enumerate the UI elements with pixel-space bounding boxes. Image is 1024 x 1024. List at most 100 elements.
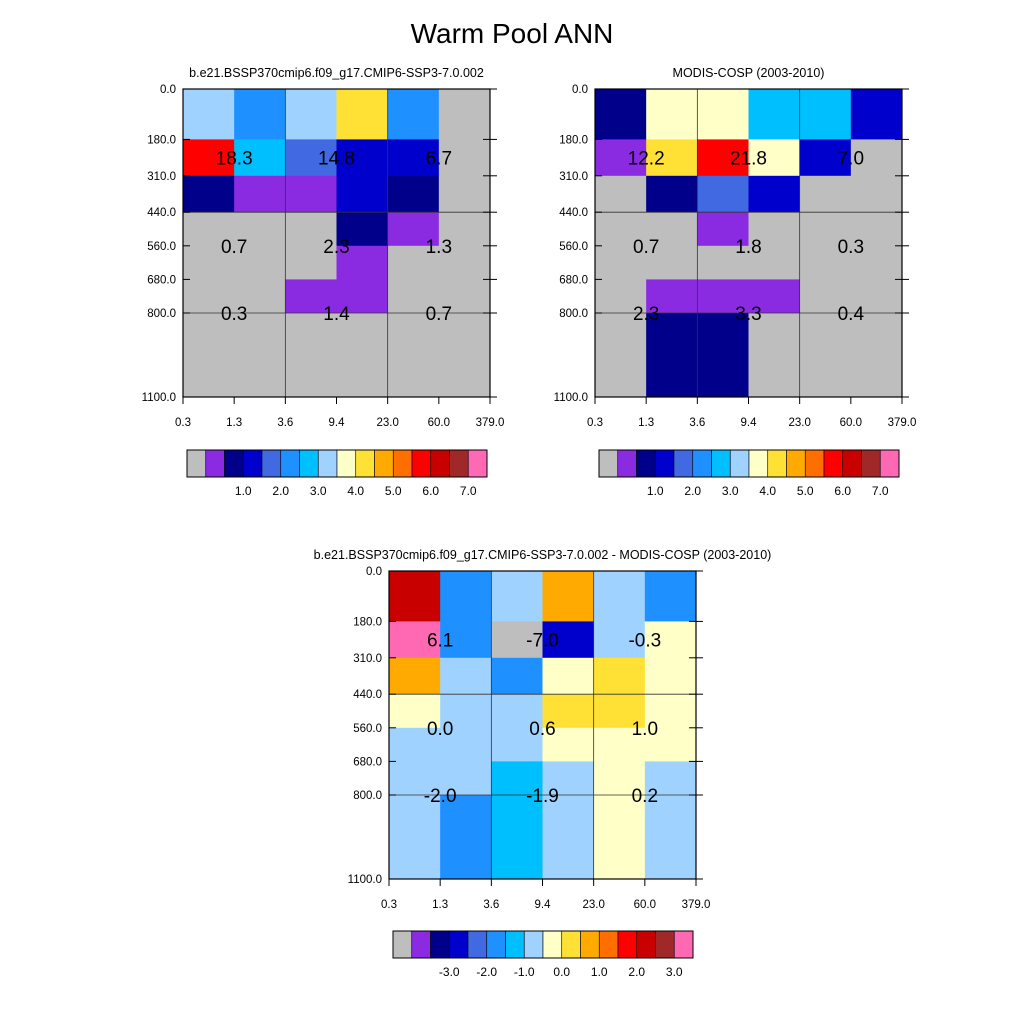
colorbar-swatch — [636, 930, 656, 959]
heatmap-cell — [595, 313, 647, 398]
colorbar-swatch — [879, 449, 900, 478]
cell-value-label: 0.4 — [838, 304, 865, 325]
colorbar-swatch — [842, 449, 862, 478]
heatmap-cell — [697, 212, 749, 247]
heatmap-cell — [491, 621, 543, 659]
heatmap-cell — [593, 621, 646, 659]
heatmap-cell — [387, 139, 440, 177]
heatmap-cell — [438, 89, 491, 140]
colorbar-swatch — [729, 449, 750, 478]
x-tick-label: 379.0 — [682, 899, 711, 911]
heatmap-cell — [438, 313, 491, 398]
colorbar-swatch — [261, 449, 282, 478]
heatmap-cell — [234, 212, 286, 247]
x-tick-label: 1.3 — [226, 417, 242, 429]
colorbar-swatch — [617, 449, 637, 478]
colorbar-swatch — [486, 930, 506, 959]
heatmap-cell — [748, 175, 801, 213]
x-tick-label: 60.0 — [840, 417, 862, 429]
heatmap-cell — [595, 212, 647, 247]
cell-value-label: 18.3 — [216, 149, 253, 170]
colorbar-label: 2.0 — [684, 484, 701, 498]
heatmap-cell — [234, 279, 286, 314]
panel-title: MODIS-COSP (2003-2010) — [673, 66, 825, 80]
x-tick-label: 0.3 — [381, 899, 397, 911]
colorbar-swatch — [598, 930, 619, 959]
heatmap-cell — [285, 279, 337, 314]
panel-title: b.e21.BSSP370cmip6.f09_g17.CMIP6-SSP3-7.… — [314, 548, 772, 562]
heatmap-cell — [336, 245, 389, 280]
cell-value-label: 14.8 — [318, 149, 355, 170]
heatmap-cell — [491, 727, 543, 762]
heatmap-cell — [234, 139, 286, 177]
cell-value-label: 0.3 — [221, 304, 247, 325]
heatmap-cell — [799, 89, 852, 140]
x-tick-label: 3.6 — [277, 417, 293, 429]
colorbar-label: 6.0 — [422, 484, 439, 498]
x-tick-label: 60.0 — [428, 417, 450, 429]
heatmap-cell — [799, 175, 852, 213]
heatmap-cell — [697, 175, 749, 213]
colorbar-swatch — [523, 930, 544, 959]
heatmap-cell — [440, 795, 492, 880]
colorbar-swatch — [411, 930, 431, 959]
heatmap-cell — [595, 175, 647, 213]
y-tick-label: 180.0 — [147, 134, 176, 146]
colorbar-swatch — [186, 449, 207, 478]
y-tick-label: 1100.0 — [348, 874, 382, 886]
heatmap-cell — [285, 139, 337, 177]
heatmap-cell — [697, 245, 749, 280]
cell-value-label: 2.3 — [633, 304, 659, 325]
heatmap-cell — [285, 89, 337, 140]
x-tick-label: 23.0 — [788, 417, 810, 429]
heatmap-cell — [644, 727, 697, 762]
heatmap-cell — [491, 571, 543, 622]
heatmap-cell — [183, 89, 235, 140]
y-tick-label: 680.0 — [559, 274, 588, 286]
heatmap-cell — [646, 313, 698, 398]
heatmap-cell — [850, 279, 903, 314]
heatmap-cell — [850, 245, 903, 280]
colorbar-swatch — [861, 449, 881, 478]
heatmap-cell — [542, 694, 595, 729]
heatmap-cell — [440, 694, 492, 729]
colorbar-label: 1.0 — [235, 484, 252, 498]
heatmap-cell — [183, 175, 235, 213]
colorbar-label: 1.0 — [591, 965, 608, 979]
cell-value-label: 7.0 — [838, 149, 864, 170]
y-tick-label: 310.0 — [353, 653, 382, 665]
heatmap-cell — [491, 761, 543, 796]
y-tick-label: 180.0 — [559, 134, 588, 146]
colorbar-swatch — [748, 449, 769, 478]
x-tick-label: 0.3 — [175, 417, 191, 429]
y-tick-label: 680.0 — [353, 756, 382, 768]
y-tick-label: 310.0 — [559, 171, 588, 183]
heatmap-cell — [593, 761, 646, 796]
y-tick-label: 440.0 — [147, 207, 176, 219]
colorbar-label: 3.0 — [666, 965, 683, 979]
cell-value-label: 21.8 — [730, 149, 767, 170]
colorbar-label: 7.0 — [460, 484, 477, 498]
x-tick-label: 9.4 — [329, 417, 346, 429]
colorbar-label: 5.0 — [797, 484, 814, 498]
colorbar-frame — [186, 449, 488, 478]
heatmap-cell — [542, 621, 595, 659]
heatmap-cell — [491, 694, 543, 729]
heatmap-cell — [644, 657, 697, 695]
colorbar-label: -3.0 — [439, 965, 460, 979]
heatmap-cell — [440, 761, 492, 796]
colorbar-swatch — [711, 449, 731, 478]
colorbar-label: 0.0 — [553, 965, 570, 979]
heatmap-cell — [593, 727, 646, 762]
colorbar-swatch — [598, 449, 619, 478]
cell-value-label: 1.0 — [632, 719, 658, 740]
heatmap-cell — [389, 795, 441, 880]
heatmap-cell — [336, 175, 389, 213]
heatmap-cell — [646, 89, 698, 140]
heatmap-cell — [387, 245, 440, 280]
x-tick-label: 23.0 — [582, 899, 604, 911]
heatmap-cell — [646, 212, 698, 247]
heatmap-cell — [748, 139, 801, 177]
y-tick-label: 1100.0 — [142, 392, 176, 404]
